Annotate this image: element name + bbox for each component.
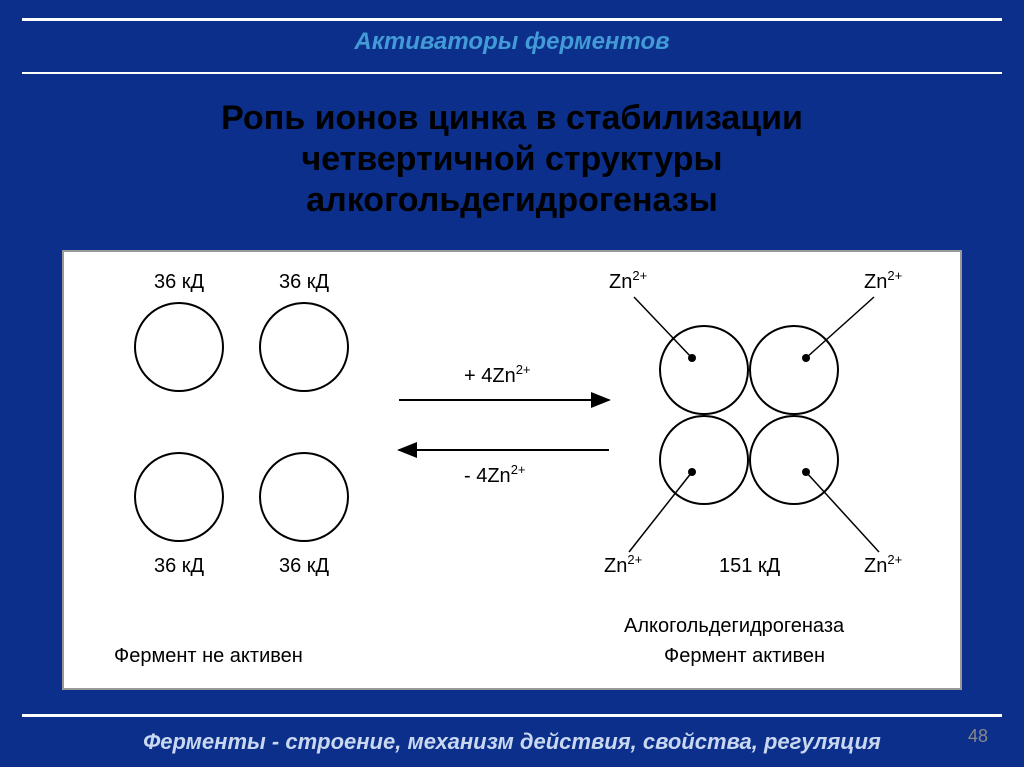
reaction-label-backward: - 4Zn2+ (464, 462, 526, 487)
header-rule-bottom (22, 72, 1002, 74)
main-heading: Ропь ионов цинка в стабилизации четверти… (0, 98, 1024, 220)
subunit-circle (750, 416, 838, 504)
mass-label: 36 кД (279, 555, 330, 577)
footer: Ферменты - строение, механизм действия, … (0, 717, 1024, 767)
zinc-label: Zn2+ (609, 268, 647, 293)
caption-active: Фермент активен (664, 645, 825, 667)
page-number: 48 (968, 726, 988, 747)
reaction-label-forward: + 4Zn2+ (464, 362, 531, 387)
zinc-label: Zn2+ (604, 552, 642, 577)
subunit-circle (135, 303, 223, 391)
zinc-pointer-line (629, 472, 692, 552)
main-heading-line2: четвертичной структуры (60, 139, 964, 180)
header-title: Активаторы ферментов (0, 0, 1024, 56)
diagram-svg: 36 кД 36 кД 36 кД 36 кД Фермент не активен Zn… (64, 252, 964, 692)
subunit-circle (135, 453, 223, 541)
mass-label-total: 151 кД (719, 555, 781, 577)
subunit-circle (750, 326, 838, 414)
caption-enzyme-name: Алкогольдегидрогеназа (624, 615, 845, 637)
subunit-circle (260, 453, 348, 541)
subunit-circle (260, 303, 348, 391)
mass-label: 36 кД (279, 271, 330, 293)
mass-label: 36 кД (154, 271, 205, 293)
mass-label: 36 кД (154, 555, 205, 577)
caption-inactive: Фермент не активен (114, 645, 303, 667)
zinc-pointer-line (634, 297, 692, 358)
slide: Активаторы ферментов Ропь ионов цинка в … (0, 0, 1024, 767)
subunit-circle (660, 416, 748, 504)
zinc-pointer-line (806, 472, 879, 552)
main-heading-line3: алкогольдегидрогеназы (60, 180, 964, 221)
main-heading-line1: Ропь ионов цинка в стабилизации (60, 98, 964, 139)
zinc-pointer-line (806, 297, 874, 358)
diagram-container: 36 кД 36 кД 36 кД 36 кД Фермент не активен Zn… (62, 250, 962, 690)
zinc-label: Zn2+ (864, 552, 902, 577)
zinc-label: Zn2+ (864, 268, 902, 293)
footer-text: Ферменты - строение, механизм действия, … (0, 717, 1024, 755)
header: Активаторы ферментов (0, 0, 1024, 70)
